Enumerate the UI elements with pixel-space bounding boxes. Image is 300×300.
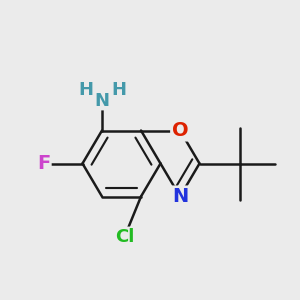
Text: H: H	[78, 81, 93, 99]
Text: Cl: Cl	[115, 228, 134, 246]
Text: N: N	[172, 187, 188, 206]
Text: N: N	[94, 92, 110, 110]
Text: H: H	[111, 81, 126, 99]
Text: F: F	[37, 154, 50, 173]
Text: O: O	[172, 121, 188, 140]
